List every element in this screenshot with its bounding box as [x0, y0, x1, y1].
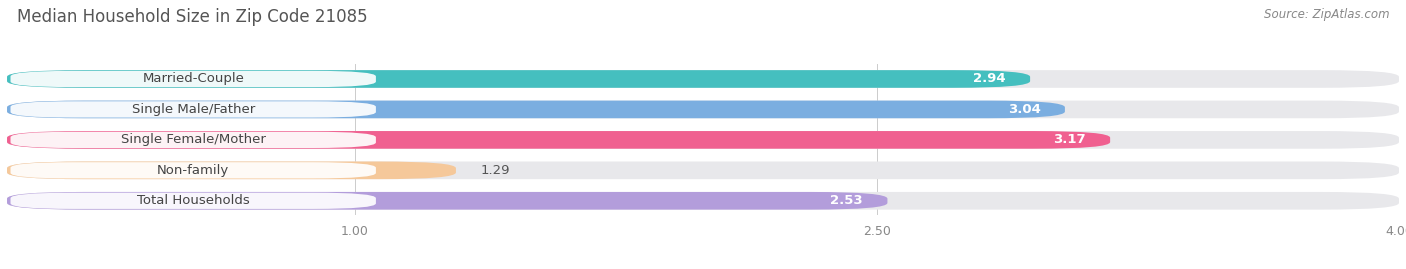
Text: Median Household Size in Zip Code 21085: Median Household Size in Zip Code 21085 [17, 8, 367, 26]
FancyBboxPatch shape [10, 101, 375, 118]
FancyBboxPatch shape [7, 101, 1064, 118]
FancyBboxPatch shape [7, 70, 1399, 88]
FancyBboxPatch shape [7, 70, 1031, 88]
Text: 3.04: 3.04 [1008, 103, 1040, 116]
FancyBboxPatch shape [7, 161, 456, 179]
Text: Source: ZipAtlas.com: Source: ZipAtlas.com [1264, 8, 1389, 21]
Text: 1.29: 1.29 [481, 164, 510, 177]
FancyBboxPatch shape [7, 192, 887, 210]
Text: Non-family: Non-family [157, 164, 229, 177]
FancyBboxPatch shape [10, 162, 375, 178]
Text: Married-Couple: Married-Couple [142, 72, 245, 86]
Text: Single Female/Mother: Single Female/Mother [121, 133, 266, 146]
Text: 2.94: 2.94 [973, 72, 1005, 86]
Text: Single Male/Father: Single Male/Father [132, 103, 254, 116]
Text: 3.17: 3.17 [1053, 133, 1085, 146]
FancyBboxPatch shape [7, 131, 1111, 149]
FancyBboxPatch shape [10, 132, 375, 148]
Text: Total Households: Total Households [136, 194, 250, 207]
FancyBboxPatch shape [7, 161, 1399, 179]
FancyBboxPatch shape [7, 192, 1399, 210]
FancyBboxPatch shape [7, 101, 1399, 118]
FancyBboxPatch shape [7, 131, 1399, 149]
FancyBboxPatch shape [10, 193, 375, 209]
FancyBboxPatch shape [10, 71, 375, 87]
Text: 2.53: 2.53 [831, 194, 863, 207]
